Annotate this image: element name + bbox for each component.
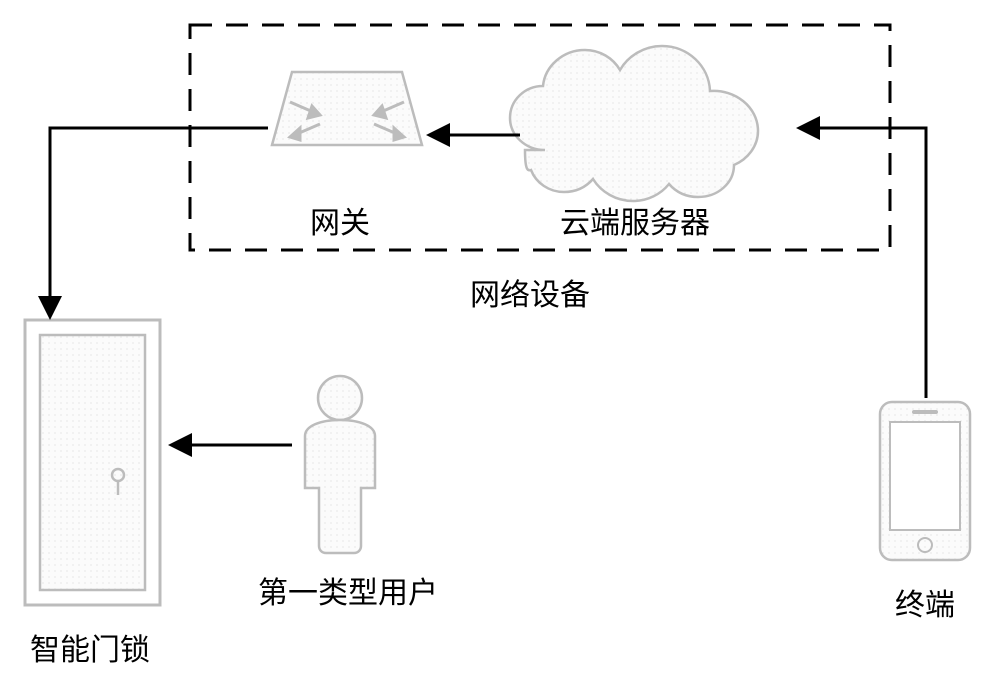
terminal-icon <box>880 402 970 560</box>
gateway-icon <box>272 72 422 145</box>
user-label: 第一类型用户 <box>258 568 438 612</box>
diagram-canvas <box>0 0 1000 693</box>
terminal-label: 终端 <box>895 580 955 624</box>
cloud-label: 云端服务器 <box>560 198 710 242</box>
smart-lock-label: 智能门锁 <box>30 625 150 669</box>
network-device-label: 网络设备 <box>470 270 590 314</box>
arrow-gateway-to-lock <box>50 128 268 314</box>
user-icon <box>305 376 375 553</box>
smart-lock-icon <box>25 320 160 605</box>
gateway-label: 网关 <box>310 198 370 242</box>
arrow-terminal-to-cloud <box>802 128 926 398</box>
cloud-icon <box>510 46 758 201</box>
